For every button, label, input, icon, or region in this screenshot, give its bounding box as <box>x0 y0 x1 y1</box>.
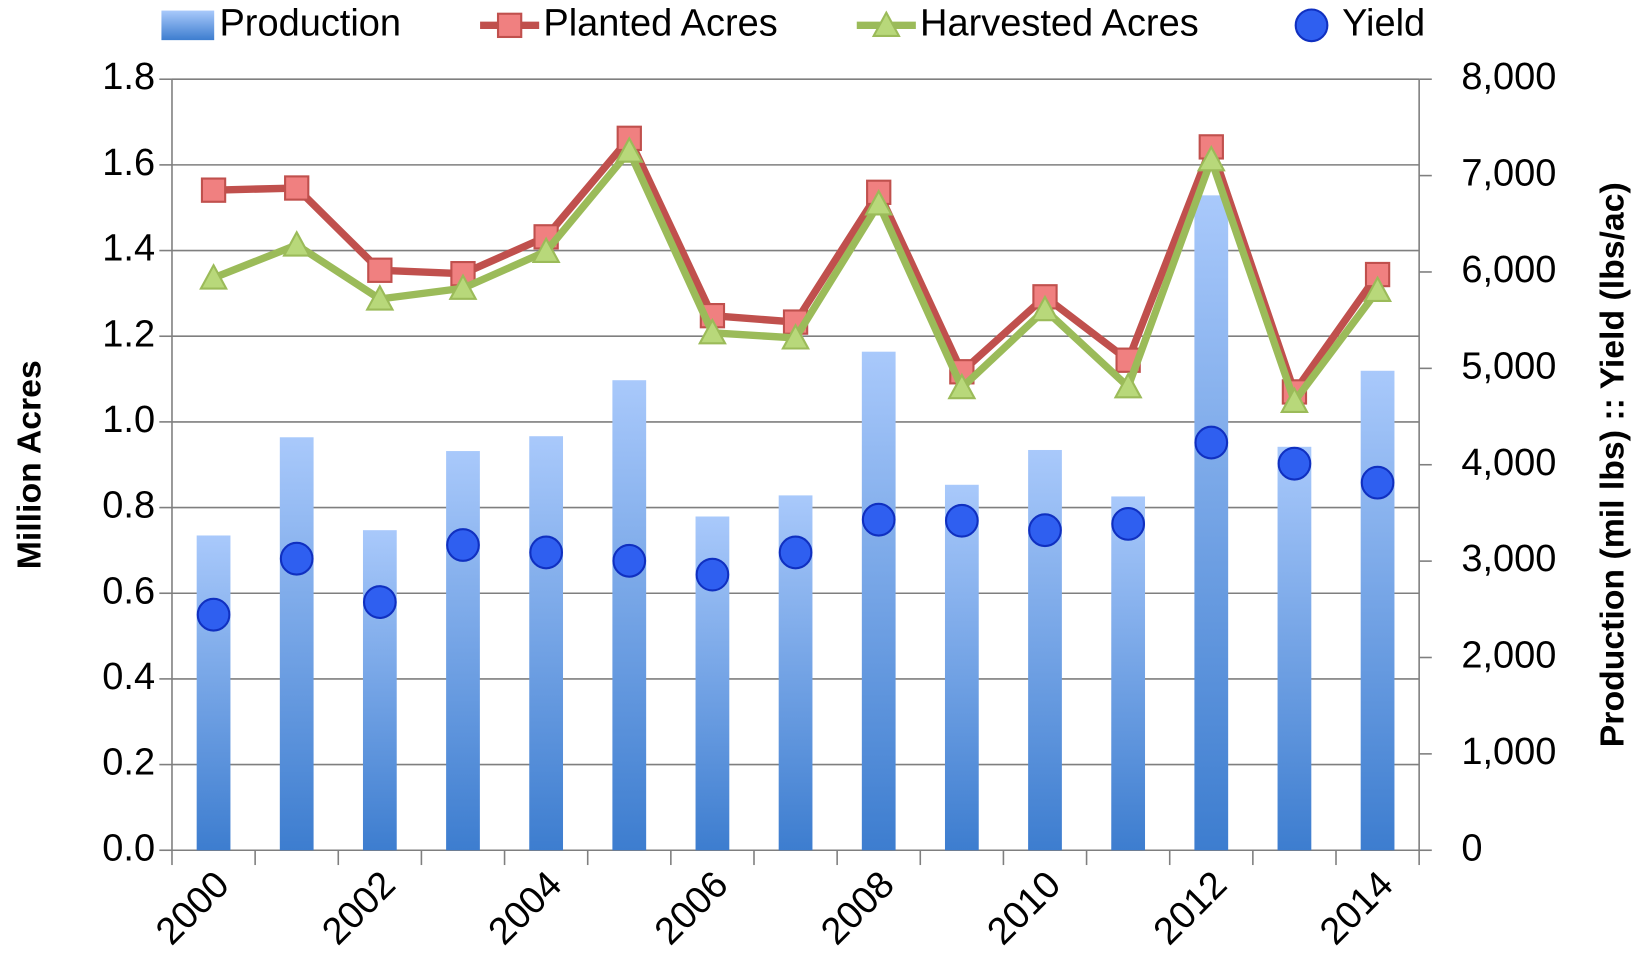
line-marker <box>199 263 228 290</box>
legend-marker <box>496 12 523 39</box>
y2-tick-label: 5,000 <box>1461 345 1556 387</box>
x-tick-label: 2008 <box>813 864 902 954</box>
legend-marker <box>871 10 901 37</box>
y2-axis-title: Production (mil lbs) :: Yield (lbs/ac) <box>1593 182 1631 747</box>
bar <box>529 436 564 851</box>
y2-tick-label: 4,000 <box>1461 442 1556 484</box>
y-tick-label: 0.4 <box>102 656 155 698</box>
line-marker <box>1196 144 1226 172</box>
y2-tick-label: 3,000 <box>1461 538 1556 580</box>
bar <box>362 530 397 851</box>
bar <box>944 484 979 851</box>
y2-tick-label: 2,000 <box>1461 635 1556 677</box>
line-marker <box>697 317 727 345</box>
x-tick-label: 2000 <box>148 864 237 954</box>
y-tick-label: 0.2 <box>102 742 155 784</box>
y2-tick-label: 0 <box>1461 827 1482 869</box>
point <box>1111 507 1146 541</box>
bar <box>279 437 314 851</box>
line-marker <box>367 257 393 283</box>
line-marker <box>864 188 894 216</box>
point <box>362 585 397 619</box>
line-marker <box>1363 275 1393 303</box>
y2-tick-label: 7,000 <box>1461 153 1556 195</box>
point <box>695 557 730 592</box>
y-tick-label: 0.0 <box>102 827 155 869</box>
legend-label: Harvested Acres <box>920 2 1199 44</box>
point <box>279 541 314 576</box>
line-marker <box>947 372 977 400</box>
bar <box>1277 446 1312 851</box>
y-tick-label: 0.6 <box>102 570 155 612</box>
legend-label: Planted Acres <box>543 2 777 44</box>
y-tick-label: 1.8 <box>102 56 155 98</box>
legend-swatch <box>161 10 215 41</box>
point <box>944 503 979 538</box>
y-tick-label: 0.8 <box>102 485 155 527</box>
x-tick-label: 2004 <box>481 864 570 954</box>
point <box>1194 425 1229 460</box>
y-tick-label: 1.6 <box>102 142 155 184</box>
line-marker <box>1279 386 1309 413</box>
y2-tick-label: 1,000 <box>1461 731 1556 773</box>
line-marker <box>448 273 478 300</box>
point <box>1277 446 1312 481</box>
bar <box>1194 195 1229 851</box>
bar <box>446 451 480 851</box>
bar <box>1360 370 1395 851</box>
line-marker <box>282 230 312 257</box>
y-tick-label: 1.0 <box>102 399 155 441</box>
x-tick-label: 2006 <box>647 864 736 954</box>
point <box>612 543 647 578</box>
point <box>1360 465 1395 500</box>
line-marker <box>200 177 227 203</box>
y-tick-label: 1.4 <box>102 228 155 270</box>
point <box>446 528 480 562</box>
x-tick-label: 2002 <box>314 864 403 954</box>
line-marker <box>1113 371 1143 399</box>
bar <box>1111 496 1146 851</box>
y2-tick-label: 6,000 <box>1461 249 1556 291</box>
point <box>196 597 231 632</box>
bar <box>1028 449 1062 851</box>
line-marker <box>1030 294 1060 322</box>
line-marker <box>531 236 561 264</box>
y2-tick-label: 8,000 <box>1461 56 1556 98</box>
x-tick-label: 2014 <box>1312 864 1401 954</box>
x-tick-label: 2010 <box>980 864 1069 954</box>
bar <box>612 380 647 851</box>
line-marker <box>781 323 811 350</box>
point <box>778 535 813 570</box>
point <box>861 502 896 537</box>
bar <box>196 535 231 851</box>
line-marker <box>284 175 310 201</box>
x-tick-label: 2012 <box>1146 864 1235 954</box>
legend-label: Yield <box>1342 2 1425 44</box>
bar <box>861 351 896 851</box>
point <box>529 535 564 570</box>
line-marker <box>614 136 644 163</box>
y-tick-label: 1.2 <box>102 313 155 355</box>
legend-marker <box>1294 8 1329 43</box>
y-axis-title: Million Acres <box>11 360 49 569</box>
legend-label: Production <box>219 2 401 44</box>
line-marker <box>365 284 395 311</box>
point <box>1028 513 1062 548</box>
